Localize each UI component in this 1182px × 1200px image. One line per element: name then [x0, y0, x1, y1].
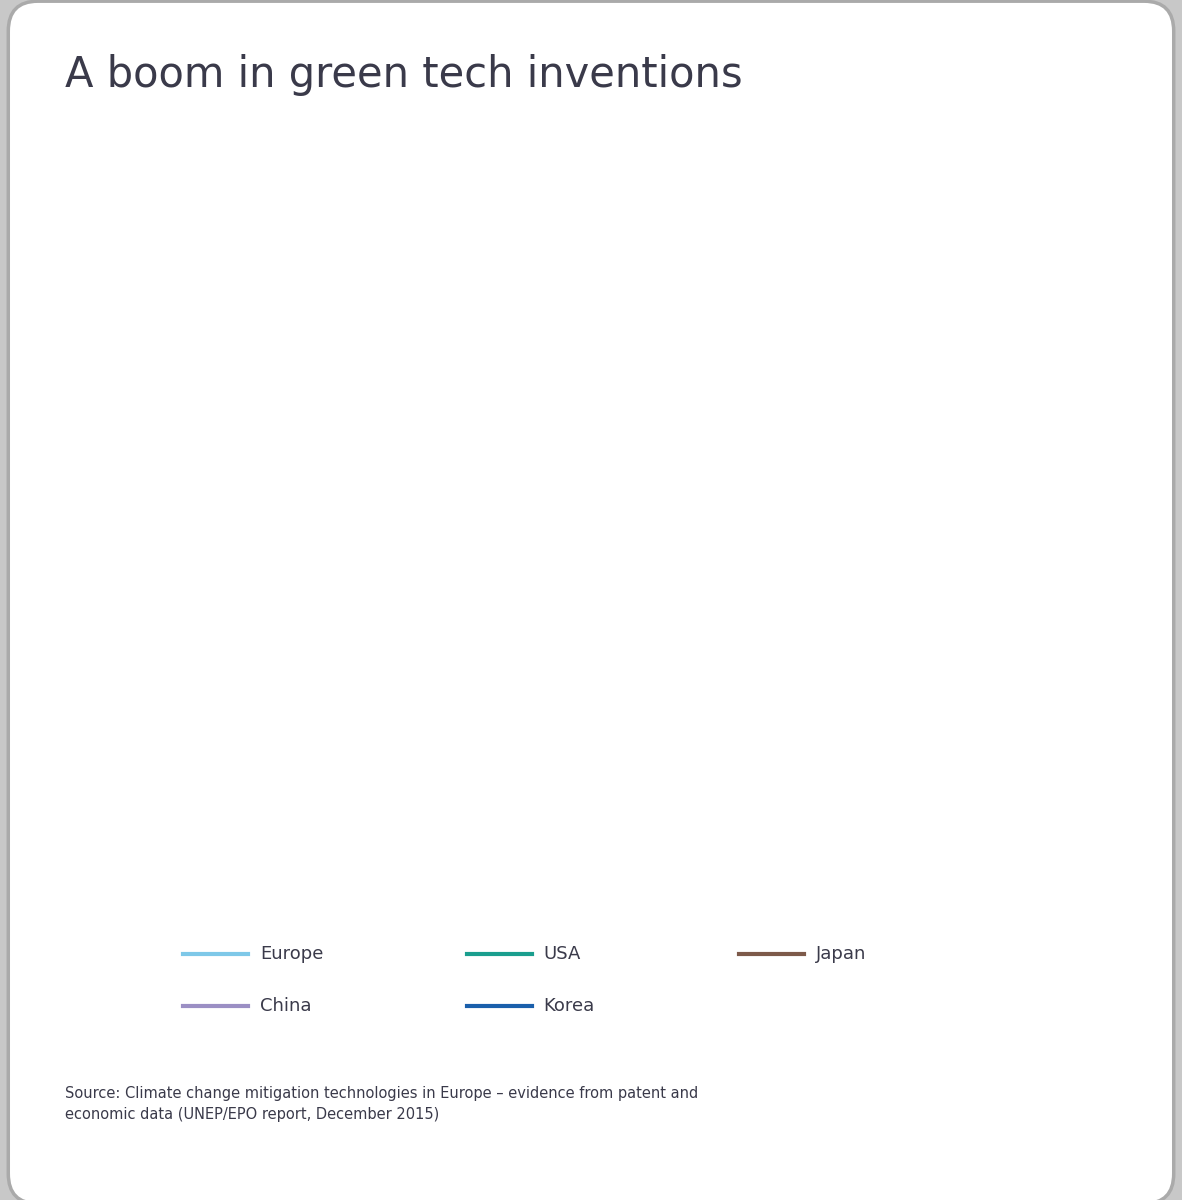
Text: Source: Climate change mitigation technologies in Europe – evidence from patent : Source: Climate change mitigation techno…: [65, 1086, 699, 1122]
Text: Korea: Korea: [544, 996, 595, 1014]
Y-axis label: Number of "high-value" CCMT inventions
(patent applications filed in more than o: Number of "high-value" CCMT inventions (…: [117, 384, 150, 744]
Text: China: China: [260, 996, 312, 1014]
Text: A boom in green tech inventions: A boom in green tech inventions: [65, 54, 742, 96]
Text: Japan: Japan: [816, 946, 866, 962]
Text: USA: USA: [544, 946, 582, 962]
Text: Europe: Europe: [260, 946, 324, 962]
